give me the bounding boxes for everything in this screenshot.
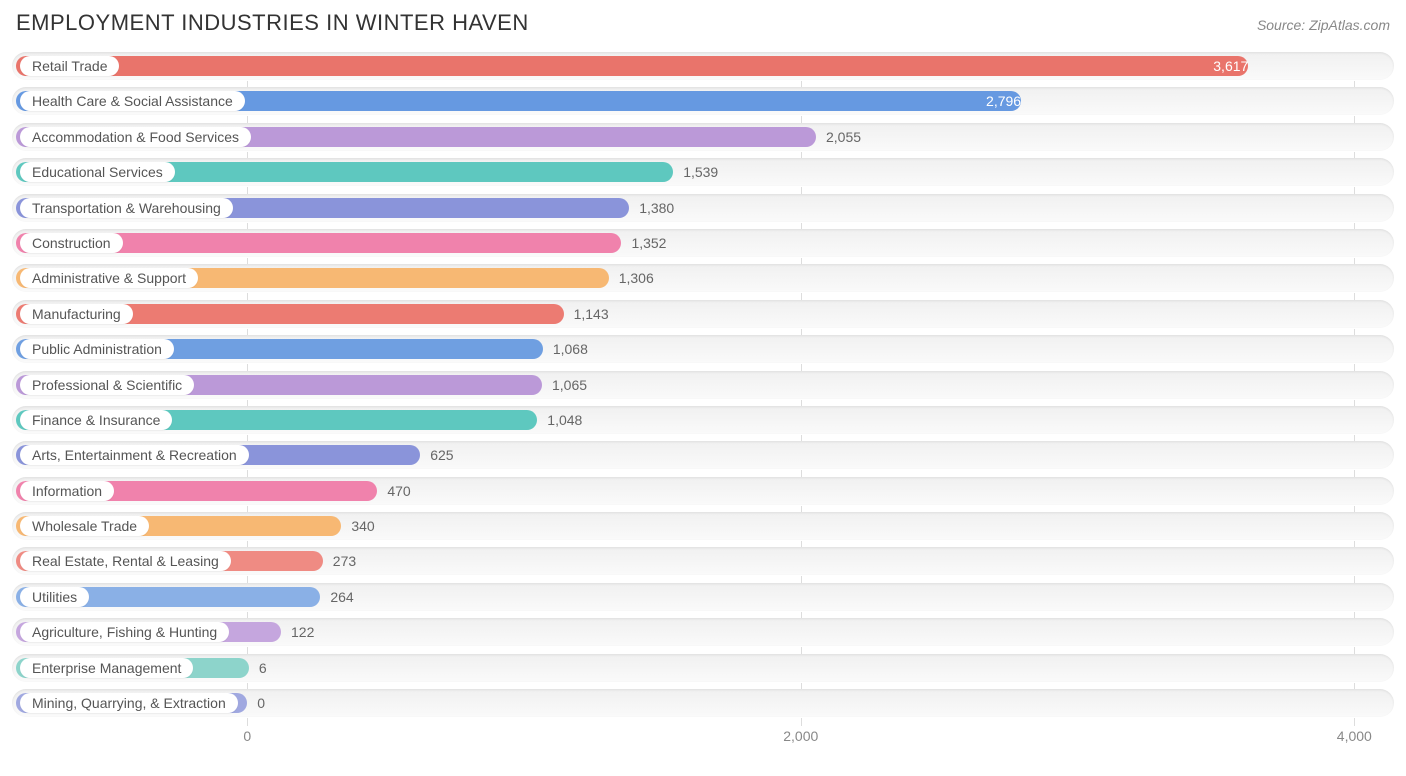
bar-label: Real Estate, Rental & Leasing (20, 551, 231, 571)
bar-label: Educational Services (20, 162, 175, 182)
bar-value: 1,352 (631, 229, 666, 257)
bar-label: Accommodation & Food Services (20, 127, 251, 147)
bar-label: Public Administration (20, 339, 174, 359)
bar-value: 1,306 (619, 264, 654, 292)
bar-row: Information 470 (12, 477, 1394, 505)
x-tick: 4,000 (1337, 728, 1372, 744)
chart-source: Source: ZipAtlas.com (1257, 17, 1390, 33)
bar-label: Transportation & Warehousing (20, 198, 233, 218)
bar-value: 122 (291, 618, 314, 646)
x-tick: 2,000 (783, 728, 818, 744)
bar-value: 1,048 (547, 406, 582, 434)
bar-value: 1,539 (683, 158, 718, 186)
bar-row: Manufacturing 1,143 (12, 300, 1394, 328)
bar-row: Educational Services 1,539 (12, 158, 1394, 186)
bar-row: Finance & Insurance 1,048 (12, 406, 1394, 434)
bar-label: Utilities (20, 587, 89, 607)
bar-value: 1,143 (574, 300, 609, 328)
bar-row: Health Care & Social Assistance2,796 (12, 87, 1394, 115)
bar-label: Construction (20, 233, 123, 253)
bar-value: 1,065 (552, 371, 587, 399)
bar-label: Wholesale Trade (20, 516, 149, 536)
bar-value: 1,380 (639, 194, 674, 222)
bar-value: 273 (333, 547, 356, 575)
bar-value: 2,055 (826, 123, 861, 151)
bar-row: Real Estate, Rental & Leasing 273 (12, 547, 1394, 575)
bar-row: Construction 1,352 (12, 229, 1394, 257)
bar-value: 470 (387, 477, 410, 505)
bar-row: Administrative & Support 1,306 (12, 264, 1394, 292)
bar-row: Transportation & Warehousing 1,380 (12, 194, 1394, 222)
bar-value: 0 (257, 689, 265, 717)
chart-area: Retail Trade3,617 Health Care & Social As… (12, 52, 1394, 752)
bar-label: Mining, Quarrying, & Extraction (20, 693, 238, 713)
bar-row: Wholesale Trade 340 (12, 512, 1394, 540)
bar-value: 625 (430, 441, 453, 469)
bar-row: Professional & Scientific 1,065 (12, 371, 1394, 399)
bar-value: 6 (259, 654, 267, 682)
bar-row: Retail Trade3,617 (12, 52, 1394, 80)
bar-row: Utilities 264 (12, 583, 1394, 611)
bar-label: Finance & Insurance (20, 410, 172, 430)
chart-title: EMPLOYMENT INDUSTRIES IN WINTER HAVEN (16, 10, 529, 36)
bar-row: Public Administration 1,068 (12, 335, 1394, 363)
bar-label: Agriculture, Fishing & Hunting (20, 622, 229, 642)
bar-row: Mining, Quarrying, & Extraction 0 (12, 689, 1394, 717)
bar-label: Professional & Scientific (20, 375, 194, 395)
bar-label: Information (20, 481, 114, 501)
bar-value: 340 (351, 512, 374, 540)
bar-rows: Retail Trade3,617 Health Care & Social As… (12, 52, 1394, 717)
bar-label: Manufacturing (20, 304, 133, 324)
bar-label: Administrative & Support (20, 268, 198, 288)
x-axis: 0 2,000 4,000 (12, 724, 1394, 750)
bar-value: 264 (330, 583, 353, 611)
bar-row: Enterprise Management 6 (12, 654, 1394, 682)
bar-value: 1,068 (553, 335, 588, 363)
chart-header: EMPLOYMENT INDUSTRIES IN WINTER HAVEN So… (12, 10, 1394, 36)
bar-value: 2,796 (16, 87, 1021, 115)
x-tick: 0 (243, 728, 251, 744)
bar-row: Agriculture, Fishing & Hunting 122 (12, 618, 1394, 646)
bar-value: 3,617 (16, 52, 1248, 80)
bar-row: Arts, Entertainment & Recreation 625 (12, 441, 1394, 469)
bar-row: Accommodation & Food Services 2,055 (12, 123, 1394, 151)
bar-label: Enterprise Management (20, 658, 193, 678)
bar-label: Arts, Entertainment & Recreation (20, 445, 249, 465)
